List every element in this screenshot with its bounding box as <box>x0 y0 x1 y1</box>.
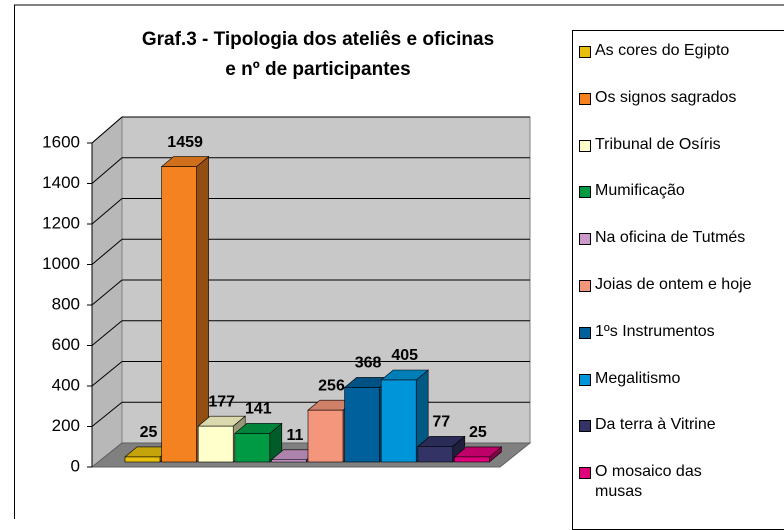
y-tick-label: 1400 <box>42 173 80 192</box>
legend-swatch <box>579 280 591 292</box>
chart: Graf.3 - Tipologia dos ateliês e oficina… <box>14 4 784 519</box>
legend-label: Mumificação <box>595 182 685 200</box>
data-label: 256 <box>318 377 345 394</box>
y-tick-label: 1200 <box>42 213 80 232</box>
legend-swatch <box>579 467 591 480</box>
y-tick-label: 1000 <box>42 254 80 273</box>
legend-item: As cores do Egipto <box>579 41 729 61</box>
grid-line <box>91 401 123 427</box>
data-label: 77 <box>432 414 450 431</box>
grid-line <box>91 320 123 346</box>
legend-label: Da terra à Vitrine <box>595 416 716 434</box>
legend-swatch <box>579 420 591 433</box>
bar <box>197 425 234 463</box>
y-tick-label: 0 <box>71 456 80 475</box>
bar <box>417 446 454 463</box>
legend-swatch <box>579 92 591 105</box>
legend-label: Tribunal de Osíris <box>595 135 721 153</box>
legend-item: 1ºs Instrumentos <box>579 322 715 342</box>
legend-item: Joias de ontem e hoje <box>579 275 752 295</box>
page: {"chart_data": {"type": "bar", "title": … <box>14 4 784 530</box>
legend-label: O mosaico das musas <box>595 463 702 501</box>
legend-label: Joias de ontem e hoje <box>595 276 752 293</box>
data-label: 11 <box>286 427 303 444</box>
y-tick-label: 800 <box>52 294 80 313</box>
bar-side <box>196 155 209 463</box>
y-tick-label: 600 <box>52 335 80 354</box>
legend-item: Os signos sagrados <box>579 88 736 108</box>
data-label: 25 <box>469 424 487 441</box>
bar <box>380 379 417 463</box>
legend-label: Os signos sagrados <box>595 88 737 106</box>
grid-line <box>91 238 123 265</box>
legend-swatch <box>579 139 591 152</box>
bar <box>454 456 490 463</box>
legend-label: Na oficina de Tutmés <box>595 229 746 247</box>
bar <box>161 166 197 463</box>
data-label: 25 <box>140 424 158 441</box>
legend-label: Megalitismo <box>595 369 681 387</box>
legend: As cores do Egipto Os signos sagrados Trib… <box>572 30 784 530</box>
y-tick-label: 200 <box>52 416 80 435</box>
data-label: 405 <box>391 347 418 364</box>
bar <box>124 456 161 463</box>
y-tick-label: 400 <box>52 375 80 394</box>
data-label: 141 <box>245 401 272 418</box>
bar <box>271 459 307 463</box>
legend-item: O mosaico das musas <box>579 462 719 502</box>
chart-title: Graf.3 - Tipologia dos ateliês e oficina… <box>142 29 494 50</box>
bar <box>344 387 380 463</box>
legend-item: Na oficina de Tutmés <box>579 228 745 248</box>
legend-swatch <box>579 373 591 386</box>
legend-swatch <box>579 326 591 339</box>
bar <box>234 433 271 463</box>
legend-label: As cores do Egipto <box>595 42 730 59</box>
grid-line <box>91 157 123 184</box>
legend-swatch <box>579 46 591 58</box>
bar <box>307 409 344 463</box>
chart-title: e nº de participantes <box>225 59 410 80</box>
grid-line <box>91 116 123 144</box>
legend-swatch <box>579 186 591 199</box>
data-label: 368 <box>355 355 382 372</box>
grid-line <box>91 198 123 225</box>
y-tick-label: 1600 <box>42 132 80 151</box>
legend-item: Da terra à Vitrine <box>579 415 716 435</box>
legend-swatch <box>579 233 591 246</box>
data-label: 1459 <box>167 134 203 151</box>
grid-line <box>91 361 123 387</box>
legend-item: Megalitismo <box>579 369 680 389</box>
legend-item: Mumificação <box>579 181 685 201</box>
grid-line <box>91 279 123 306</box>
data-label: 177 <box>208 393 235 410</box>
legend-item: Tribunal de Osíris <box>579 135 721 155</box>
legend-label: 1ºs Instrumentos <box>595 322 715 340</box>
